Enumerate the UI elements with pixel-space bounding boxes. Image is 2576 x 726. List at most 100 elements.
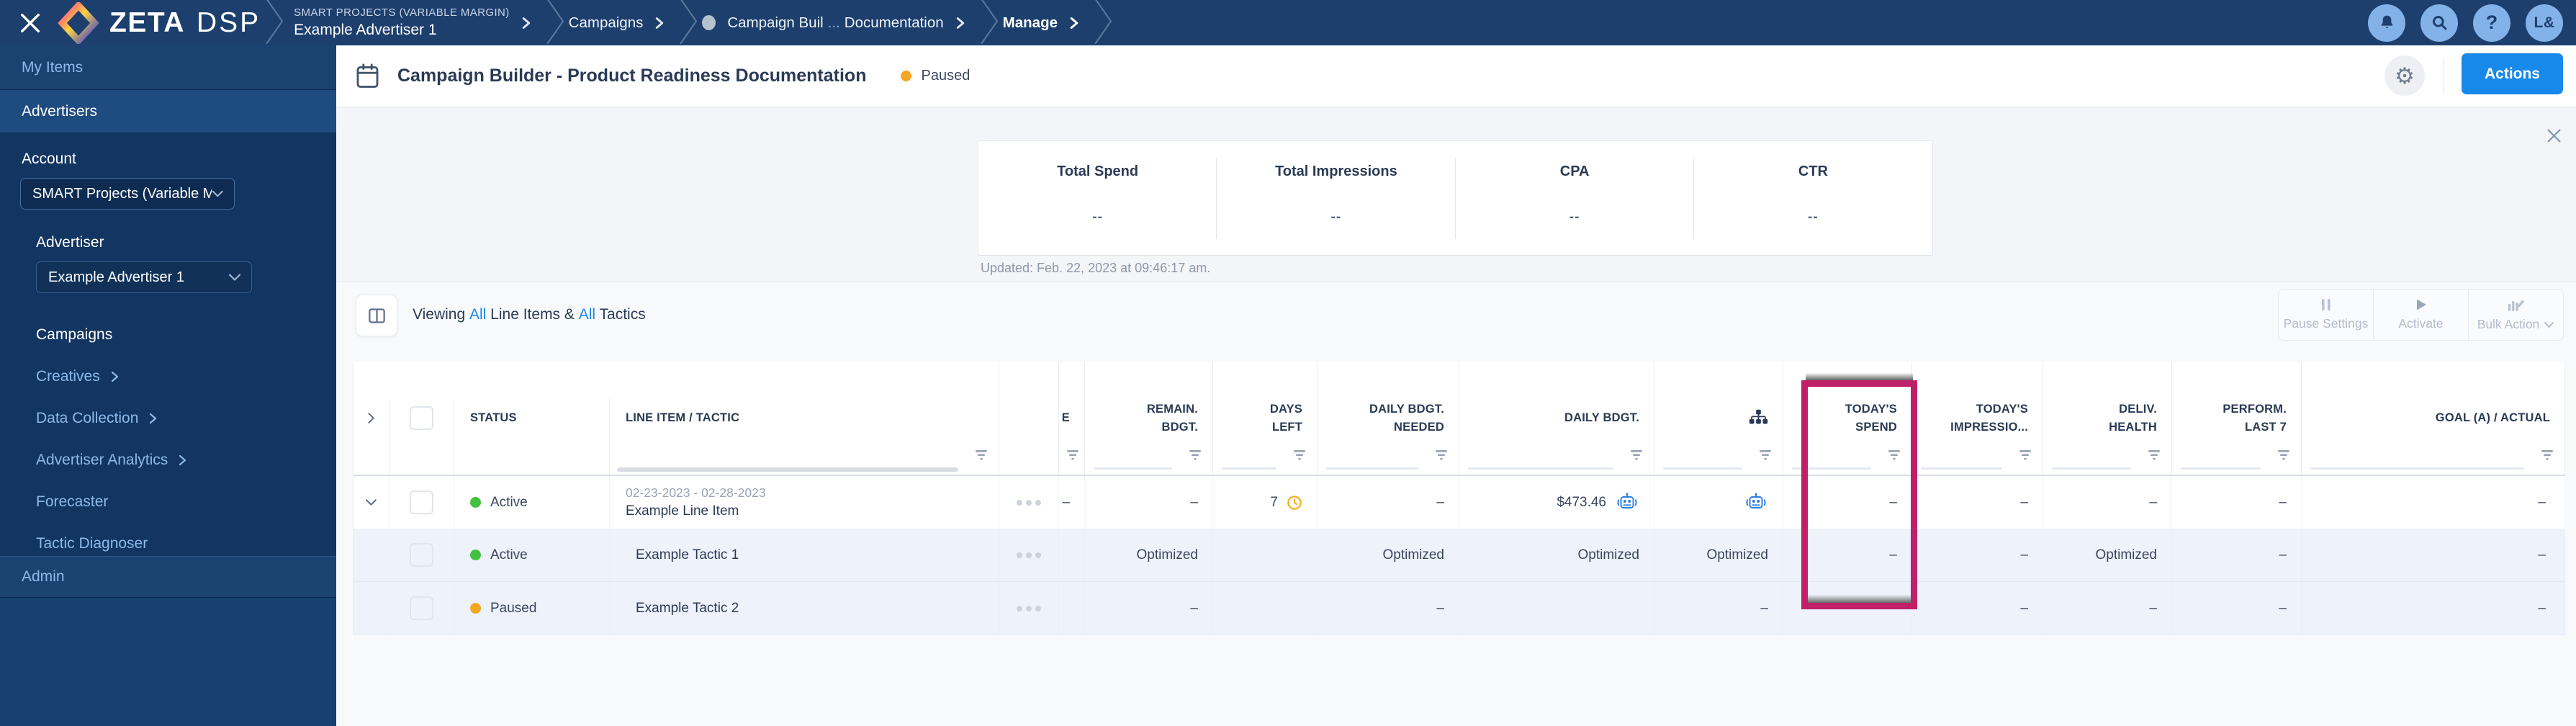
filter-icon[interactable]	[1433, 448, 1449, 462]
filter-input[interactable]	[1792, 467, 1871, 470]
line-item-name[interactable]: Example Line Item	[626, 503, 739, 519]
filter-icon[interactable]	[1629, 448, 1644, 462]
viewing-text: Line Items &	[486, 306, 579, 323]
tactic-name[interactable]: Example Tactic 1	[636, 547, 739, 563]
status-dot-icon	[470, 497, 481, 508]
sidebar-item-my-items[interactable]: My Items	[0, 45, 336, 90]
column-settings-button[interactable]	[356, 295, 397, 336]
pause-settings-button[interactable]: Pause Settings	[2279, 290, 2374, 340]
zeta-logo: ZETA DSP	[58, 1, 261, 44]
cell-value: –	[2149, 494, 2157, 510]
robot-icon[interactable]	[1615, 493, 1639, 512]
column-header-remain_bdgt[interactable]: REMAIN. BDGT.	[1085, 399, 1213, 437]
all-line-items-link[interactable]: All	[469, 306, 487, 323]
filter-icon[interactable]	[2146, 448, 2162, 462]
row-checkbox[interactable]	[410, 596, 433, 620]
filter-icon[interactable]	[1187, 448, 1203, 462]
filter-input[interactable]	[2310, 467, 2524, 470]
select-all-checkbox[interactable]	[410, 406, 433, 430]
expand-all-chevron-icon[interactable]	[353, 399, 389, 437]
column-header-pace[interactable]: E	[1059, 399, 1085, 437]
horizontal-scrollbar[interactable]	[617, 467, 958, 472]
clock-icon[interactable]	[1287, 495, 1302, 511]
chevron-right-icon[interactable]	[521, 15, 531, 31]
sidebar-item-advertisers[interactable]: Advertisers	[0, 90, 336, 133]
filter-input[interactable]	[1094, 467, 1172, 470]
cell-daily_bdgt: Optimized	[1459, 529, 1654, 581]
sidebar-item-label: Advertiser Analytics	[36, 452, 168, 468]
row-checkbox[interactable]	[410, 490, 433, 514]
filter-input[interactable]	[1222, 467, 1276, 470]
help-icon[interactable]: ?	[2473, 4, 2510, 42]
filter-input[interactable]	[2052, 467, 2131, 470]
row-menu-dots-icon[interactable]	[1017, 605, 1041, 611]
collapse-row-chevron-icon[interactable]	[365, 496, 377, 508]
robot-icon[interactable]	[1744, 493, 1768, 512]
breadcrumb-manage[interactable]: Manage	[1003, 14, 1089, 32]
filter-icon[interactable]	[2539, 448, 2555, 462]
column-header-select[interactable]	[389, 399, 454, 437]
filter-cell-goal_actual	[2302, 437, 2565, 475]
filter-icon[interactable]	[1757, 448, 1773, 462]
tactic-name[interactable]: Example Tactic 2	[636, 600, 739, 616]
column-header-days_left[interactable]: DAYS LEFT	[1213, 399, 1318, 437]
stat-label: Total Spend	[1057, 163, 1139, 179]
row-menu-dots-icon[interactable]	[1017, 552, 1041, 558]
account-select[interactable]: SMART Projects (Variable M...	[20, 178, 235, 210]
filter-input[interactable]	[1921, 467, 2002, 470]
filter-icon[interactable]	[1065, 448, 1081, 462]
column-header-hierarchy[interactable]	[1654, 399, 1783, 437]
column-header-daily_bdgt[interactable]: DAILY BDGT.	[1459, 399, 1654, 437]
column-header-perform_last7[interactable]: PERFORM. LAST 7	[2172, 399, 2302, 437]
column-header-deliv_health[interactable]: DELIV. HEALTH	[2043, 399, 2172, 437]
column-header-todays_spend[interactable]: TODAY'S SPEND	[1783, 399, 1912, 437]
bulk-action-button[interactable]: Bulk Action	[2469, 290, 2563, 340]
breadcrumb-campaign-builder[interactable]: Campaign Buil ... Documentation	[702, 14, 975, 32]
column-group-menu	[999, 362, 1059, 399]
column-header-status[interactable]: STATUS	[454, 399, 610, 437]
filter-icon[interactable]	[973, 448, 989, 462]
advertiser-select[interactable]: Example Advertiser 1	[36, 261, 252, 293]
button-label: Bulk Action	[2477, 317, 2540, 331]
close-icon[interactable]	[10, 0, 50, 45]
sidebar-item-campaigns[interactable]: Campaigns	[36, 326, 336, 344]
filter-cell-pace	[1059, 437, 1085, 475]
filter-icon[interactable]	[1292, 448, 1307, 462]
column-header-daily_bdgt_needed[interactable]: DAILY BDGT. NEEDED	[1318, 399, 1459, 437]
filter-input[interactable]	[2181, 467, 2261, 470]
sidebar-item-tactic-diagnoser[interactable]: Tactic Diagnoser	[36, 535, 336, 552]
column-header-goal_actual[interactable]: GOAL (A) / ACTUAL	[2302, 399, 2565, 437]
sidebar-item-advertiser-analytics[interactable]: Advertiser Analytics	[36, 452, 336, 469]
sidebar-item-forecaster[interactable]: Forecaster	[36, 493, 336, 511]
actions-button[interactable]: Actions	[2462, 53, 2563, 94]
breadcrumb-account-name: SMART PROJECTS (VARIABLE MARGIN)	[294, 6, 510, 19]
filter-input[interactable]	[1663, 467, 1742, 470]
column-header-todays_impressions[interactable]: TODAY'S IMPRESSIO...	[1912, 399, 2043, 437]
filter-icon[interactable]	[1886, 448, 1902, 462]
stat-total-impressions: Total Impressions --	[1217, 141, 1456, 255]
filter-icon[interactable]	[2276, 448, 2292, 462]
filter-input[interactable]	[1468, 467, 1613, 470]
breadcrumb-campaigns[interactable]: Campaigns	[569, 14, 675, 32]
filter-input[interactable]	[1326, 467, 1418, 470]
column-header-line_item[interactable]: LINE ITEM / TACTIC	[610, 399, 999, 437]
breadcrumb-account[interactable]: SMART PROJECTS (VARIABLE MARGIN) Example…	[294, 6, 510, 39]
activate-button[interactable]: Activate	[2374, 290, 2469, 340]
calendar-icon[interactable]	[355, 63, 380, 89]
stat-label: CTR	[1798, 163, 1828, 179]
cell-goal_actual: –	[2302, 529, 2565, 581]
column-group-todays_spend	[1783, 362, 1912, 399]
notifications-bell-icon[interactable]	[2368, 4, 2405, 42]
close-stats-icon[interactable]	[2544, 126, 2564, 145]
settings-button[interactable]: ⚙	[2384, 55, 2425, 96]
all-tactics-link[interactable]: All	[578, 306, 596, 323]
row-checkbox[interactable]	[410, 543, 433, 567]
sidebar-item-admin[interactable]: Admin	[0, 556, 336, 598]
row-menu-dots-icon[interactable]	[1017, 499, 1041, 506]
sidebar-item-creatives[interactable]: Creatives	[36, 368, 336, 385]
filter-icon[interactable]	[2017, 448, 2033, 462]
user-avatar[interactable]: L&	[2526, 4, 2563, 42]
search-icon[interactable]	[2420, 4, 2458, 42]
cell-value: –	[1190, 494, 1198, 510]
sidebar-item-data-collection[interactable]: Data Collection	[36, 410, 336, 427]
